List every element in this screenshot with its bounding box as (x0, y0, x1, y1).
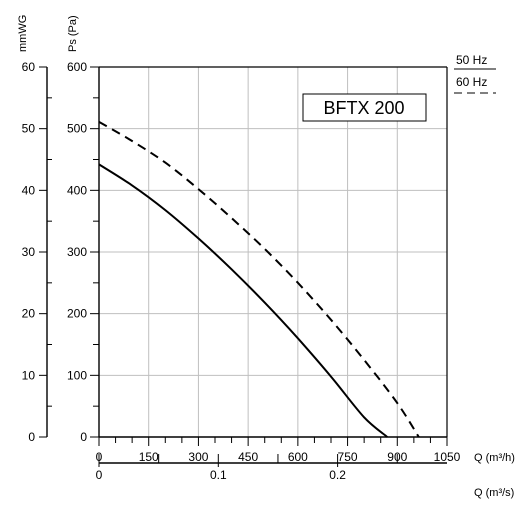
secondary-x-tick-label: 0 (96, 468, 103, 482)
plot-grid (99, 67, 447, 437)
legend-label-50hz: 50 Hz (456, 53, 487, 67)
secondary-y-tick-label: 20 (22, 307, 36, 321)
secondary-x-tick-label: 0.2 (329, 468, 346, 482)
y-tick-label: 600 (67, 60, 87, 74)
legend-label-60hz: 60 Hz (456, 75, 487, 89)
y-tick-label: 400 (67, 183, 87, 197)
secondary-y-tick-label: 60 (22, 60, 36, 74)
y-tick-label: 200 (67, 307, 87, 321)
y-tick-label: 100 (67, 368, 87, 382)
y-tick-label: 0 (80, 430, 87, 444)
model-box (302, 93, 427, 122)
x-axis-title: Q (m³/h) (474, 452, 515, 464)
curves (98, 121, 420, 438)
secondary-y-axis-title: mmWG (17, 15, 29, 52)
secondary-x-axis-title: Q (m³/s) (474, 487, 514, 499)
curve-50hz (98, 163, 388, 438)
secondary-y-tick-label: 50 (22, 122, 36, 136)
x-tick-label: 150 (139, 450, 159, 464)
axis-ticks (39, 66, 448, 467)
curve-60hz (98, 121, 420, 438)
y-tick-label: 500 (67, 122, 87, 136)
secondary-y-tick-label: 40 (22, 183, 36, 197)
model-label: BFTX 200 (323, 98, 404, 118)
y-tick-label: 300 (67, 245, 87, 259)
x-tick-label: 1050 (434, 450, 461, 464)
x-tick-label: 600 (288, 450, 308, 464)
x-tick-label: 300 (188, 450, 208, 464)
y-axis-title: Ps (Pa) (67, 15, 79, 52)
x-tick-label: 900 (387, 450, 407, 464)
x-tick-label: 450 (238, 450, 258, 464)
plot-frame (46, 66, 448, 464)
secondary-x-tick-label: 0.1 (210, 468, 227, 482)
x-tick-label: 0 (96, 450, 103, 464)
secondary-y-tick-label: 30 (22, 245, 36, 259)
secondary-y-tick-label: 0 (28, 430, 35, 444)
secondary-y-tick-label: 10 (22, 368, 36, 382)
x-tick-label: 750 (338, 450, 358, 464)
